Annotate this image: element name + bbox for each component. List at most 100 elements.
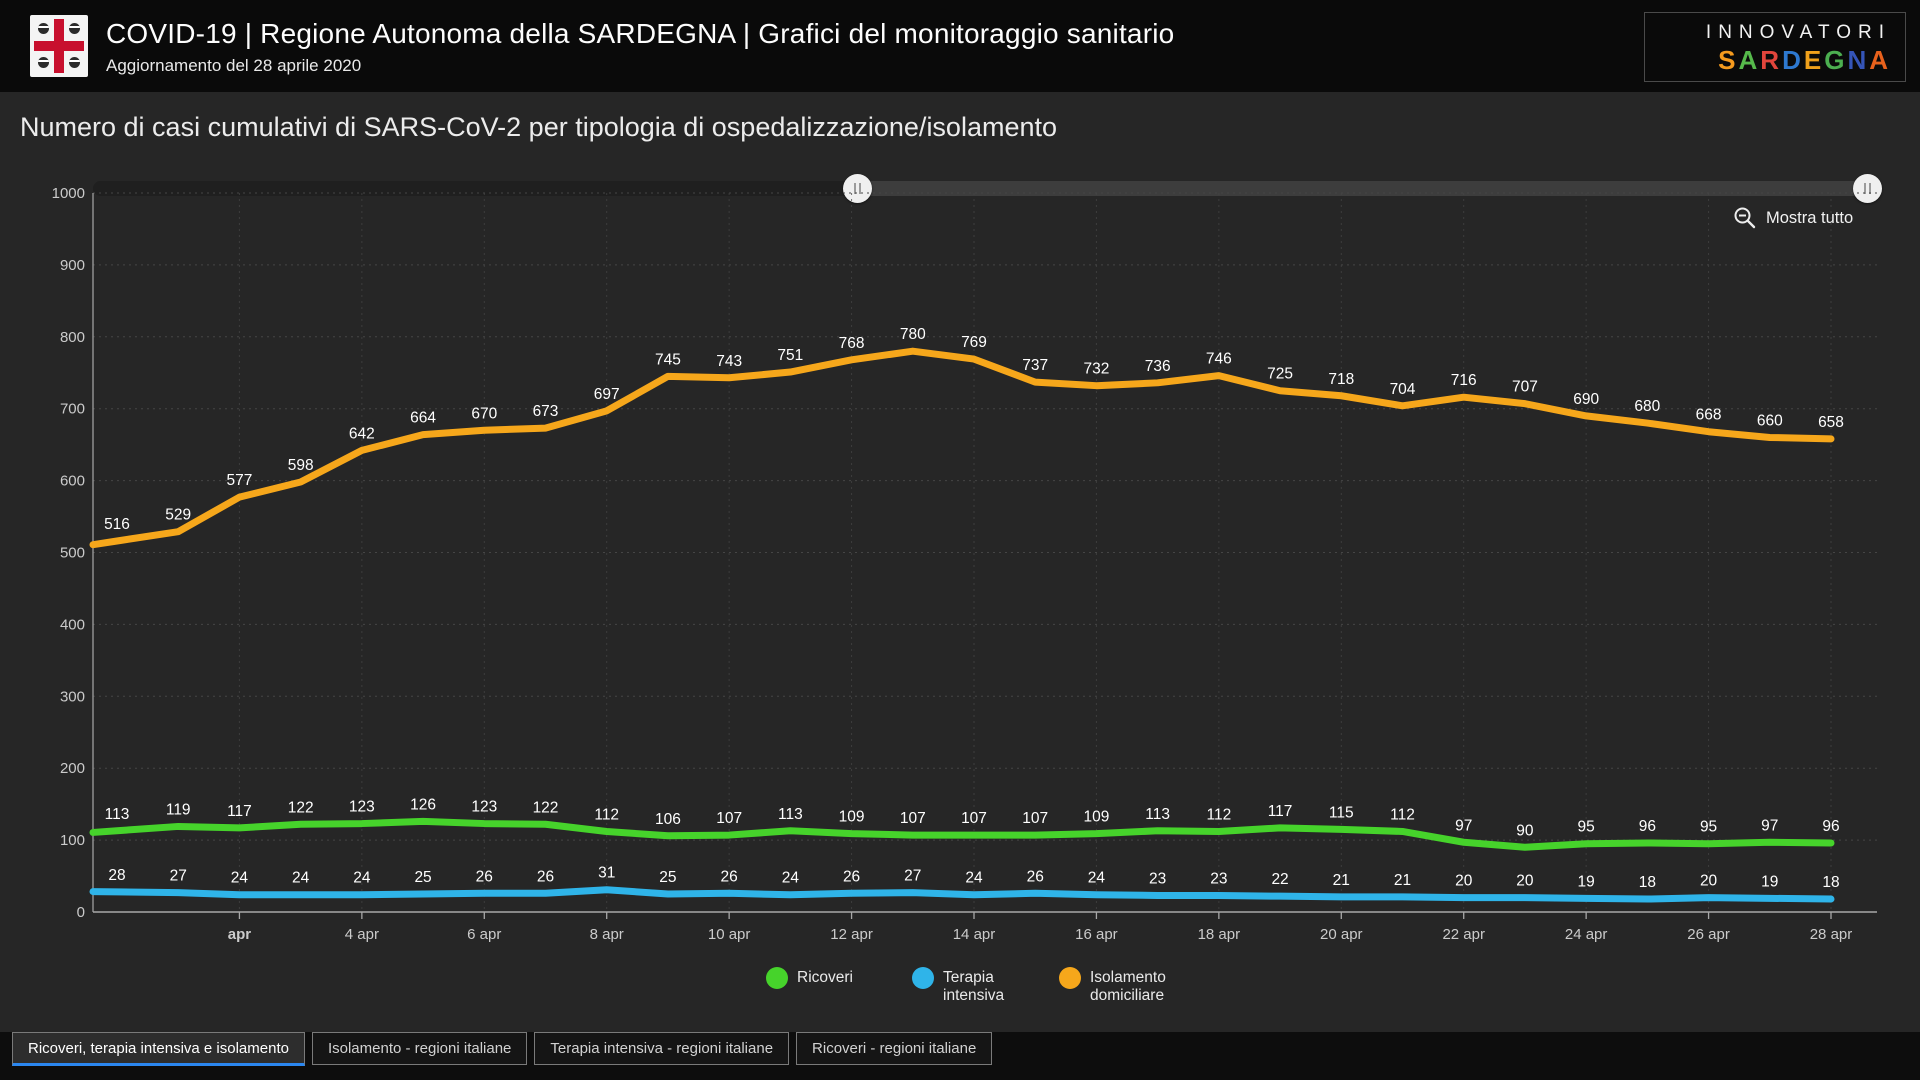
- legend-swatch: [912, 967, 934, 989]
- x-axis-label: 12 apr: [830, 926, 873, 943]
- data-label-ricoveri: 109: [1083, 809, 1109, 826]
- data-label-isolamento-domiciliare: 642: [349, 425, 375, 442]
- tab-terapia-intensiva-regioni-italiane[interactable]: Terapia intensiva - regioni italiane: [534, 1032, 790, 1065]
- data-label-ricoveri: 97: [1455, 817, 1472, 834]
- data-label-isolamento-domiciliare: 697: [594, 386, 620, 403]
- sardegna-coat-of-arms-logo: [30, 15, 88, 77]
- data-label-terapia-intensiva: 28: [108, 867, 125, 884]
- data-label-isolamento-domiciliare: 745: [655, 351, 681, 368]
- x-axis-label: 4 apr: [345, 926, 379, 943]
- data-label-isolamento-domiciliare: 516: [104, 516, 130, 533]
- range-scrollbar-track[interactable]: [93, 174, 1882, 203]
- tab-ricoveri-terapia-intensiva-e-isolamento[interactable]: Ricoveri, terapia intensiva e isolamento: [12, 1032, 305, 1066]
- y-axis-label: 0: [77, 904, 85, 921]
- legend-item-terapia-intensiva[interactable]: Terapia intensiva: [912, 967, 1059, 1005]
- x-axis-label: 26 apr: [1687, 926, 1730, 943]
- x-axis-label: 10 apr: [708, 926, 751, 943]
- data-label-terapia-intensiva: 21: [1394, 872, 1411, 889]
- range-scrollbar-selected[interactable]: [857, 181, 1867, 196]
- brand-letter: E: [1803, 45, 1825, 75]
- legend-item-isolamento-domiciliare[interactable]: Isolamento domiciliare: [1059, 967, 1179, 1005]
- data-label-isolamento-domiciliare: 751: [777, 347, 803, 364]
- series-line-isolamento-domiciliare: [89, 347, 1835, 549]
- data-label-isolamento-domiciliare: 743: [716, 353, 742, 370]
- legend-swatch: [1059, 967, 1081, 989]
- legend-swatch: [766, 967, 788, 989]
- brand-letter: N: [1847, 45, 1870, 75]
- data-label-ricoveri: 122: [288, 799, 314, 816]
- data-label-ricoveri: 95: [1700, 819, 1717, 836]
- data-label-terapia-intensiva: 26: [1027, 868, 1044, 885]
- x-axis-label: 24 apr: [1565, 926, 1608, 943]
- x-axis-label: 20 apr: [1320, 926, 1363, 943]
- data-label-ricoveri: 123: [471, 799, 497, 816]
- data-label-isolamento-domiciliare: 718: [1328, 371, 1354, 388]
- scrollbar-handle-right[interactable]: [1853, 174, 1882, 203]
- data-label-terapia-intensiva: 24: [353, 870, 371, 887]
- line-chart-canvas[interactable]: 0 100 200 300 400 500 600 700 800 900 1000 apr 4 apr…: [0, 157, 1920, 957]
- data-label-isolamento-domiciliare: 598: [288, 457, 314, 474]
- brand-letter: D: [1782, 45, 1804, 75]
- data-label-ricoveri: 112: [1206, 806, 1231, 823]
- data-label-terapia-intensiva: 19: [1761, 873, 1778, 890]
- brand-line2: SARDEGNA: [1645, 45, 1891, 76]
- data-label-ricoveri: 96: [1639, 818, 1656, 835]
- x-axis-label: 16 apr: [1075, 926, 1118, 943]
- data-label-terapia-intensiva: 20: [1516, 873, 1534, 890]
- x-axis-label: apr: [228, 926, 252, 943]
- data-label-terapia-intensiva: 24: [1088, 870, 1106, 887]
- brand-letter: A: [1738, 45, 1761, 75]
- chart-panel: Numero di casi cumulativi di SARS-CoV-2 …: [0, 92, 1920, 1032]
- data-label-isolamento-domiciliare: 746: [1206, 351, 1232, 368]
- data-label-isolamento-domiciliare: 673: [533, 403, 559, 420]
- data-label-terapia-intensiva: 23: [1210, 870, 1227, 887]
- data-label-terapia-intensiva: 22: [1271, 871, 1288, 888]
- legend-item-ricoveri[interactable]: Ricoveri: [766, 967, 912, 1005]
- x-axis-label: 18 apr: [1198, 926, 1241, 943]
- data-label-isolamento-domiciliare: 670: [471, 405, 497, 422]
- data-label-terapia-intensiva: 25: [414, 869, 431, 886]
- data-label-isolamento-domiciliare: 658: [1818, 414, 1844, 431]
- data-label-ricoveri: 112: [1390, 806, 1415, 823]
- data-label-terapia-intensiva: 18: [1822, 874, 1839, 891]
- data-label-terapia-intensiva: 19: [1578, 873, 1595, 890]
- data-label-terapia-intensiva: 21: [1333, 872, 1350, 889]
- tab-ricoveri-regioni-italiane[interactable]: Ricoveri - regioni italiane: [796, 1032, 993, 1065]
- data-label-terapia-intensiva: 27: [904, 868, 921, 885]
- data-label-terapia-intensiva: 20: [1455, 873, 1473, 890]
- data-label-terapia-intensiva: 24: [782, 870, 800, 887]
- data-label-isolamento-domiciliare: 732: [1083, 361, 1109, 378]
- data-label-ricoveri: 107: [900, 810, 926, 827]
- header-subtitle: Aggiornamento del 28 aprile 2020: [106, 56, 362, 75]
- data-label-terapia-intensiva: 31: [598, 865, 615, 882]
- logo-moor-head: [69, 23, 80, 34]
- data-label-isolamento-domiciliare: 769: [961, 334, 987, 351]
- data-label-terapia-intensiva: 18: [1639, 874, 1656, 891]
- data-label-isolamento-domiciliare: 716: [1451, 372, 1477, 389]
- y-axis-label: 300: [60, 688, 85, 705]
- data-label-ricoveri: 117: [227, 803, 252, 820]
- data-label-terapia-intensiva: 24: [965, 870, 983, 887]
- data-label-isolamento-domiciliare: 664: [410, 410, 436, 427]
- data-label-ricoveri: 109: [839, 809, 865, 826]
- data-label-ricoveri: 95: [1578, 819, 1595, 836]
- brand-line1: INNOVATORI: [1705, 22, 1891, 43]
- y-axis-label: 100: [60, 832, 85, 849]
- data-label-ricoveri: 119: [166, 801, 191, 818]
- y-axis-label: 1000: [52, 185, 85, 202]
- x-axis-label: 6 apr: [467, 926, 501, 943]
- tab-isolamento-regioni-italiane[interactable]: Isolamento - regioni italiane: [311, 1032, 528, 1065]
- app-header: COVID-19 | Regione Autonoma della SARDEG…: [0, 0, 1920, 92]
- logo-moor-head: [38, 57, 49, 68]
- scrollbar-handle-left[interactable]: [843, 174, 872, 203]
- x-axis-label: 8 apr: [590, 926, 624, 943]
- data-label-ricoveri: 97: [1761, 817, 1778, 834]
- y-axis-label: 600: [60, 473, 85, 490]
- tab-bar: Ricoveri, terapia intensiva e isolamento…: [12, 1032, 993, 1066]
- data-label-ricoveri: 122: [533, 799, 559, 816]
- data-label-terapia-intensiva: 24: [231, 870, 249, 887]
- logo-cross: [34, 41, 84, 51]
- data-label-isolamento-domiciliare: 577: [226, 472, 252, 489]
- data-label-terapia-intensiva: 26: [843, 868, 860, 885]
- logo-moor-head: [38, 23, 49, 34]
